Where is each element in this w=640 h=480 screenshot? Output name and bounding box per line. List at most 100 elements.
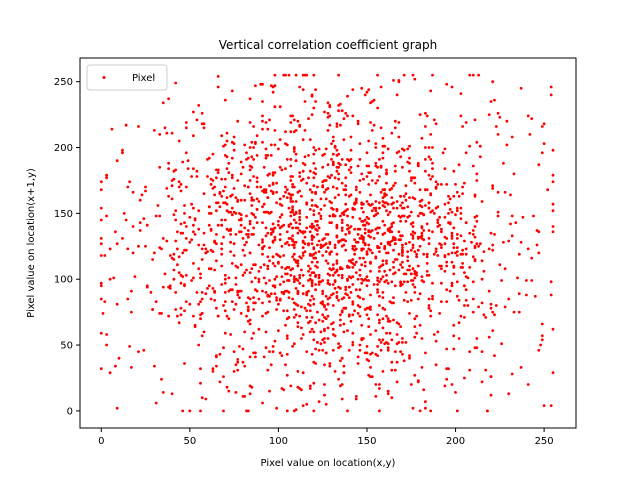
data-point	[296, 231, 300, 235]
data-point	[393, 242, 397, 246]
data-point	[230, 173, 234, 177]
data-point	[275, 406, 278, 410]
data-point	[455, 254, 459, 257]
data-point	[335, 154, 339, 157]
data-point	[333, 196, 337, 200]
data-point	[491, 329, 495, 332]
data-point	[445, 260, 449, 264]
data-point	[344, 188, 348, 192]
data-point	[280, 168, 284, 172]
data-point	[168, 254, 172, 257]
data-point	[209, 248, 213, 252]
data-point	[176, 263, 179, 267]
data-point	[480, 200, 484, 203]
data-point	[344, 193, 348, 197]
data-point	[202, 243, 206, 247]
data-point	[390, 396, 394, 400]
data-point	[181, 251, 185, 255]
data-point	[222, 409, 225, 413]
data-point	[420, 226, 424, 230]
data-point	[496, 210, 500, 214]
data-point	[408, 196, 411, 200]
data-point	[298, 218, 302, 222]
data-point	[386, 346, 390, 350]
data-point	[225, 155, 229, 159]
data-point	[277, 329, 280, 332]
data-point	[264, 147, 268, 151]
data-point	[167, 194, 171, 198]
data-point	[372, 123, 376, 127]
data-point	[230, 193, 234, 197]
data-point	[103, 300, 107, 303]
data-point	[406, 255, 410, 259]
data-point	[424, 351, 427, 355]
data-point	[473, 225, 477, 228]
data-point	[246, 305, 250, 309]
data-point	[323, 305, 326, 309]
data-point	[291, 234, 294, 238]
data-point	[542, 142, 546, 146]
data-point	[282, 280, 286, 284]
data-point	[268, 184, 271, 188]
data-point	[344, 285, 348, 289]
data-point	[385, 251, 388, 255]
data-point	[356, 227, 360, 231]
data-point	[507, 392, 511, 396]
data-point	[369, 248, 372, 252]
data-point	[374, 181, 378, 185]
data-point	[370, 100, 374, 103]
data-point	[457, 163, 461, 167]
data-point	[457, 337, 461, 340]
data-point	[390, 338, 394, 342]
data-point	[266, 231, 270, 235]
legend-marker	[102, 76, 106, 79]
data-point	[392, 206, 395, 210]
data-point	[424, 169, 427, 173]
data-point	[457, 194, 461, 198]
data-point	[328, 176, 332, 180]
data-point	[351, 300, 355, 303]
data-point	[257, 280, 261, 284]
data-point	[285, 230, 289, 234]
data-point	[278, 283, 282, 286]
data-point	[331, 185, 335, 189]
data-point	[354, 271, 358, 274]
data-point	[287, 73, 291, 77]
data-point	[471, 310, 475, 314]
data-point	[347, 168, 351, 172]
data-point	[312, 409, 316, 413]
data-point	[232, 135, 236, 139]
data-point	[168, 284, 172, 288]
data-point	[351, 258, 355, 261]
data-point	[200, 111, 204, 115]
data-point	[326, 281, 330, 285]
data-point	[138, 229, 142, 232]
data-point	[427, 173, 431, 177]
data-point	[154, 214, 158, 218]
data-point	[130, 310, 133, 314]
data-point	[381, 317, 385, 321]
data-point	[298, 171, 302, 175]
data-point	[500, 279, 503, 282]
data-point	[452, 323, 456, 327]
data-point	[140, 193, 144, 197]
data-point	[197, 302, 201, 306]
data-point	[192, 167, 195, 171]
data-point	[339, 313, 342, 317]
data-point	[390, 360, 394, 364]
data-point	[455, 250, 459, 254]
data-point	[273, 264, 277, 268]
data-point	[158, 133, 162, 136]
data-point	[413, 250, 417, 254]
data-point	[245, 151, 248, 155]
data-point	[324, 351, 328, 355]
data-point	[216, 171, 220, 175]
data-point	[261, 401, 264, 405]
data-point	[388, 331, 392, 335]
data-point	[294, 221, 298, 225]
data-point	[252, 233, 256, 236]
data-point	[303, 129, 307, 132]
data-point	[487, 335, 491, 339]
data-point	[457, 298, 461, 302]
data-point	[491, 248, 495, 252]
